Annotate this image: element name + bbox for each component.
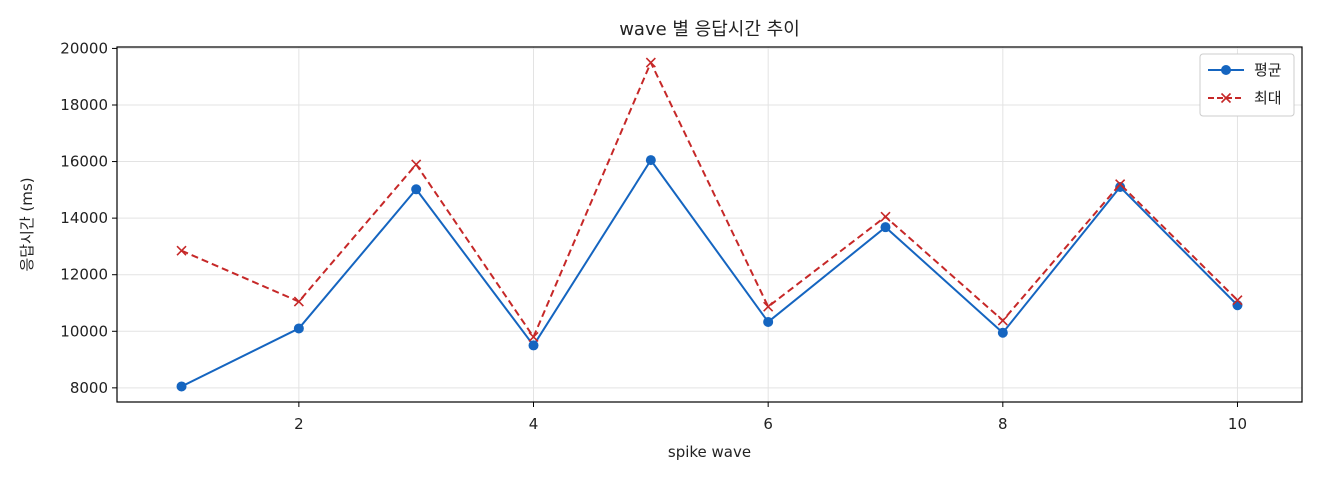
x-tick-label: 4: [529, 415, 539, 433]
data-point: [528, 331, 539, 343]
series-layer: [176, 57, 1243, 392]
y-tick-label: 8000: [70, 379, 108, 397]
data-point: [645, 155, 656, 166]
data-point: [293, 323, 304, 334]
y-axis-label: 응답시간 (ms): [18, 177, 36, 271]
x-tick-label: 2: [294, 415, 304, 433]
series-line: [181, 159, 1239, 388]
y-tick-label: 12000: [60, 266, 108, 284]
x-axis-label: spike wave: [668, 443, 751, 461]
legend-marker: [1220, 92, 1232, 104]
data-point: [763, 301, 774, 312]
x-tick-label: 8: [998, 415, 1008, 433]
y-tick-label: 10000: [60, 322, 108, 340]
data-point: [997, 315, 1008, 326]
data-point: [528, 340, 539, 351]
y-tick-label: 16000: [60, 153, 108, 171]
data-point: [1232, 295, 1243, 306]
data-point: [176, 245, 187, 256]
data-point: [880, 211, 891, 222]
legend-label: 최대: [1254, 89, 1282, 107]
axis-ticks: 2 4 6 8 10 8000 10000 12000 14000 16000 18000 20000: [60, 39, 1247, 433]
chart-title: wave 별 응답시간 추이: [619, 19, 800, 40]
data-point: [645, 57, 656, 68]
data-point: [411, 184, 422, 195]
x-tick-label: 6: [763, 415, 773, 433]
legend-marker: [1221, 65, 1231, 75]
data-point: [176, 381, 187, 392]
data-point: [880, 222, 891, 233]
legend-label: 평균: [1254, 61, 1282, 79]
series-line: [181, 61, 1239, 338]
legend-item: 최대: [1208, 89, 1282, 107]
grid-lines: [117, 47, 1302, 402]
data-point: [1232, 300, 1243, 311]
legend-item: 평균: [1208, 61, 1282, 79]
data-point: [411, 159, 422, 170]
data-point: [1115, 182, 1126, 193]
data-point: [293, 296, 304, 307]
data-point: [763, 316, 774, 327]
data-point: [1115, 179, 1126, 190]
x-tick-label: 10: [1228, 415, 1247, 433]
y-tick-label: 18000: [60, 96, 108, 114]
y-tick-label: 20000: [60, 39, 108, 57]
plot-frame: [116, 46, 1303, 403]
y-tick-label: 14000: [60, 209, 108, 227]
data-point: [997, 327, 1008, 338]
